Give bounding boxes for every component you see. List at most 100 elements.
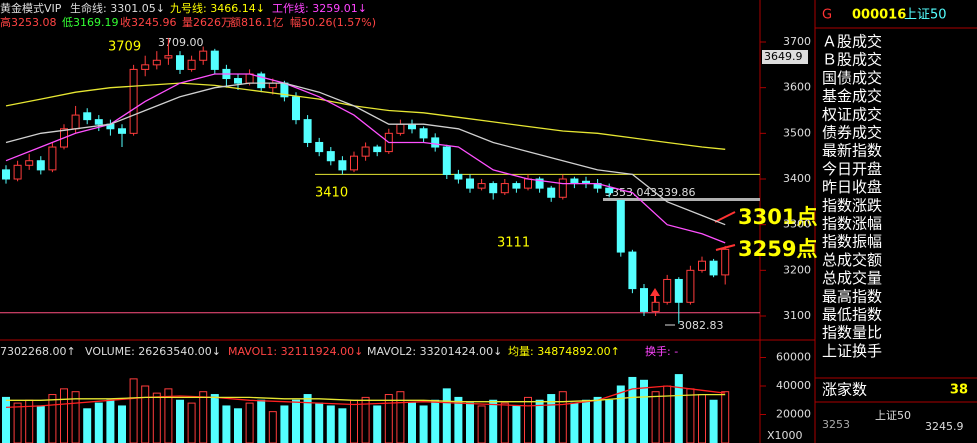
volume-bar bbox=[489, 399, 498, 443]
panel-code: G bbox=[822, 8, 832, 23]
panel-item: 最新指数 bbox=[822, 142, 882, 160]
volume-header: MAVOL2: 33201424.00↓ bbox=[367, 345, 502, 358]
candle-body bbox=[454, 173, 463, 180]
volume-bar bbox=[558, 391, 567, 443]
volume-bar bbox=[442, 388, 451, 443]
panel-item: 指数涨幅 bbox=[822, 215, 882, 233]
volume-unit: X1000 bbox=[767, 429, 803, 442]
candle-body bbox=[640, 288, 648, 312]
header-text: 高3253.08 bbox=[0, 15, 57, 29]
volume-bar bbox=[164, 388, 173, 443]
volume-bar bbox=[280, 405, 289, 443]
annotation: 3353.04 bbox=[605, 186, 651, 199]
volume-header: 7302268.00↑ bbox=[0, 345, 76, 358]
annotation: 3082.83 bbox=[678, 319, 724, 332]
annotation: 3301点 bbox=[738, 205, 817, 229]
panel-item: Ｂ股成交 bbox=[822, 51, 882, 69]
v-tick-label: 40000 bbox=[776, 379, 811, 392]
volume-bar bbox=[651, 391, 660, 443]
volume-bar bbox=[303, 394, 312, 443]
y-tick-label: 3700 bbox=[783, 35, 811, 48]
arrow bbox=[714, 211, 736, 223]
candle-body bbox=[268, 82, 277, 89]
annotation: 3111 bbox=[497, 236, 530, 251]
volume-bar bbox=[628, 376, 637, 443]
annotation: 3339.86 bbox=[650, 186, 696, 199]
arrow bbox=[650, 288, 660, 296]
candle-body bbox=[48, 146, 57, 171]
y-tick-label: 3200 bbox=[783, 263, 811, 276]
candle-body bbox=[419, 128, 428, 139]
volume-bar bbox=[535, 399, 544, 443]
volume-bar bbox=[245, 402, 254, 443]
volume-bar bbox=[686, 388, 695, 443]
volume-bar bbox=[570, 402, 579, 443]
annotation: 3709 bbox=[108, 40, 141, 55]
candle-body bbox=[210, 50, 219, 70]
volume-bar bbox=[268, 411, 277, 443]
annotation: 3259点 bbox=[738, 237, 817, 261]
candle-body bbox=[83, 112, 92, 121]
volume-bar bbox=[605, 399, 614, 443]
candle-body bbox=[245, 73, 254, 84]
panel-bottom: 3245.9 bbox=[925, 420, 964, 433]
candle-body bbox=[36, 160, 45, 171]
candle-body bbox=[570, 178, 579, 185]
candle-body bbox=[257, 73, 266, 89]
panel-item: 最高指数 bbox=[822, 287, 882, 305]
volume-bar bbox=[187, 402, 196, 443]
volume-bar bbox=[210, 394, 219, 443]
candle-body bbox=[292, 96, 300, 121]
annotation: 3709.00 bbox=[158, 36, 204, 49]
volume-bar bbox=[106, 399, 115, 443]
panel-item: 总成交额 bbox=[822, 251, 882, 269]
candle-body bbox=[512, 183, 521, 189]
panel-item: Ａ股成交 bbox=[822, 33, 882, 51]
y-tick-label: 3400 bbox=[783, 172, 811, 185]
candle-body bbox=[187, 59, 196, 70]
header-text: 工作线: 3259.01↓ bbox=[272, 1, 367, 15]
panel-item: 涨家数 bbox=[822, 381, 867, 399]
volume-bar bbox=[2, 396, 10, 443]
volume-bar bbox=[292, 399, 300, 443]
price-tag-text: 3649.9 bbox=[764, 50, 803, 63]
panel-item: 基金成交 bbox=[822, 87, 882, 105]
candle-body bbox=[547, 187, 556, 198]
candle-body bbox=[535, 178, 544, 189]
header-text: 黄金模式VIP bbox=[0, 1, 62, 15]
candle-body bbox=[674, 278, 683, 303]
panel-item: 国债成交 bbox=[822, 69, 882, 87]
candle-body bbox=[616, 199, 625, 253]
volume-bar bbox=[721, 391, 730, 443]
candle-body bbox=[326, 151, 335, 162]
candle-body bbox=[176, 55, 184, 70]
volume-header: 换手: - bbox=[645, 344, 678, 358]
v-tick-label: 20000 bbox=[776, 408, 811, 421]
candle-body bbox=[164, 55, 173, 59]
volume-bar bbox=[83, 408, 92, 443]
volume-bar bbox=[152, 392, 161, 443]
candle-body bbox=[698, 260, 706, 271]
candle-body bbox=[489, 183, 498, 194]
volume-bar bbox=[71, 391, 80, 443]
y-tick-label: 3600 bbox=[783, 81, 811, 94]
volume-bar bbox=[234, 408, 242, 443]
candle-body bbox=[338, 160, 347, 171]
candle-body bbox=[71, 114, 80, 130]
panel-item: 指数涨跌 bbox=[822, 196, 882, 214]
candle-body bbox=[500, 183, 509, 194]
volume-bar bbox=[477, 405, 486, 443]
header-text: 生命线: 3301.05↓ bbox=[70, 1, 165, 15]
candle-body bbox=[558, 178, 567, 198]
volume-bar bbox=[663, 385, 672, 443]
volume-bar bbox=[396, 391, 405, 443]
y-tick-label: 3100 bbox=[783, 309, 811, 322]
panel-item: 权证成交 bbox=[822, 105, 882, 123]
panel-item: 上证换手 bbox=[822, 342, 882, 360]
candle-body bbox=[152, 59, 161, 66]
candle-body bbox=[315, 141, 324, 153]
candle-body bbox=[2, 169, 10, 180]
volume-bar bbox=[141, 385, 150, 443]
candle-body bbox=[303, 119, 312, 143]
